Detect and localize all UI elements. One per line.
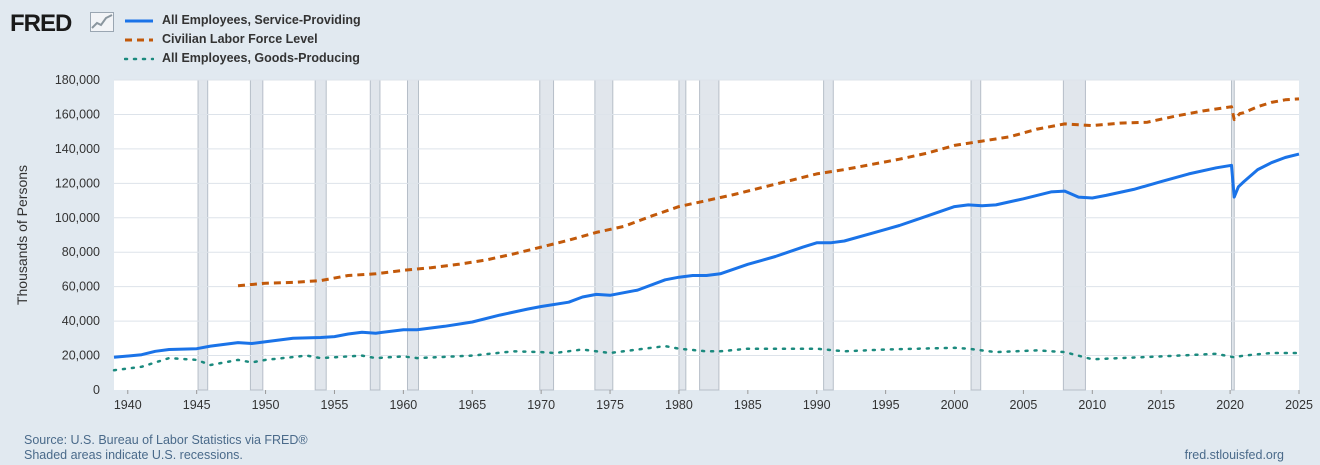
legend-label: All Employees, Goods-Producing [162,51,360,65]
recession-band [699,79,720,391]
recession-band [678,79,687,391]
x-tick-label: 1985 [734,398,762,412]
x-tick-label: 1980 [665,398,693,412]
x-tick-label: 1955 [321,398,349,412]
x-tick-label: 1990 [803,398,831,412]
recession-note: Shaded areas indicate U.S. recessions. [24,448,243,462]
x-tick-label: 1970 [527,398,555,412]
recession-band [406,79,420,391]
x-tick-label: 1960 [389,398,417,412]
recession-band [1062,79,1086,391]
y-axis-label: Thousands of Persons [14,165,30,305]
y-tick-label: 140,000 [55,142,100,156]
x-tick-label: 2025 [1285,398,1313,412]
recession-band [314,79,327,391]
legend-label: All Employees, Service-Providing [162,13,361,27]
y-tick-label: 20,000 [62,349,100,363]
recession-band [823,79,834,391]
y-tick-label: 100,000 [55,211,100,225]
x-tick-label: 1940 [114,398,142,412]
y-tick-label: 40,000 [62,314,100,328]
y-tick-label: 60,000 [62,280,100,294]
legend-label: Civilian Labor Force Level [162,32,318,46]
recession-band [539,79,555,391]
series-line-all-employees-service-providing [113,152,1300,359]
y-tick-label: 180,000 [55,73,100,87]
x-tick-label: 1965 [458,398,486,412]
y-tick-label: 80,000 [62,245,100,259]
x-tick-label: 1975 [596,398,624,412]
recession-band [1230,79,1235,391]
source-note: Source: U.S. Bureau of Labor Statistics … [24,433,308,447]
x-tick-label: 2020 [1216,398,1244,412]
trend-chart-icon [90,12,114,32]
recession-band [970,79,982,391]
x-tick-label: 1995 [872,398,900,412]
y-tick-label: 160,000 [55,107,100,121]
x-tick-label: 2010 [1078,398,1106,412]
x-tick-label: 1950 [252,398,280,412]
site-link[interactable]: fred.stlouisfed.org [1184,448,1284,462]
legend-swatch [125,19,153,23]
recession-band [197,79,209,391]
x-tick-label: 2005 [1010,398,1038,412]
legend-swatch [125,38,153,42]
recession-band [369,79,381,391]
y-tick-label: 0 [93,383,100,397]
fred-logo[interactable]: FRED [10,10,72,37]
recession-band [594,79,614,391]
x-tick-label: 2000 [941,398,969,412]
y-tick-label: 120,000 [55,176,100,190]
x-tick-label: 2015 [1147,398,1175,412]
x-tick-label: 1945 [183,398,211,412]
